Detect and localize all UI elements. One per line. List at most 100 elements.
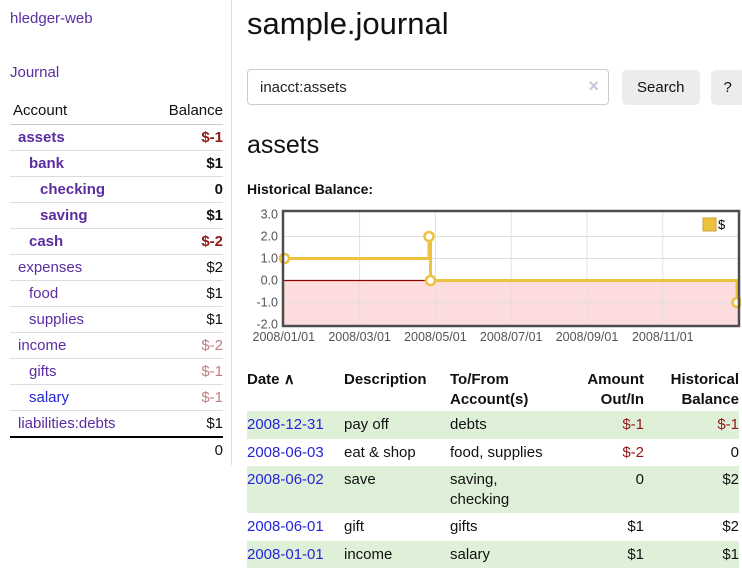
balance-header-line1: Historical (670, 371, 739, 388)
page-title: sample.journal (247, 6, 449, 41)
app-title-link[interactable]: hledger-web (10, 10, 93, 27)
x-tick: 2008/07/01 (480, 330, 543, 344)
register-header-description: Description (344, 371, 427, 388)
sidebar-account-link[interactable]: assets (18, 129, 65, 146)
register-header-balance: Historical Balance (644, 368, 739, 411)
register-row: 2008-06-02 save saving, checking 0 $2 (247, 466, 739, 513)
search-box: × (247, 69, 609, 105)
sidebar-account-link[interactable]: salary (29, 389, 70, 406)
account-row: liabilities:debts $1 (10, 410, 223, 437)
x-tick: 2008/09/01 (556, 330, 619, 344)
transaction-description: income (344, 545, 393, 563)
chart-point (278, 252, 291, 265)
account-balance: $-1 (201, 129, 223, 146)
transaction-amount: $-1 (622, 416, 644, 433)
main-content: sample.journal × Search ? assets Histori… (232, 0, 742, 568)
accounts-header-balance: Balance (150, 98, 223, 125)
sidebar-account-link[interactable]: checking (40, 181, 106, 198)
account-balance: $1 (150, 202, 223, 229)
account-row: salary $-1 (10, 384, 223, 411)
account-balance: $1 (150, 280, 223, 307)
account-row: income $-2 (10, 332, 223, 359)
register-header-accounts: To/From Account(s) (450, 368, 554, 411)
account-row: assets $-1 (10, 125, 223, 151)
clear-search-icon[interactable]: × (588, 76, 599, 96)
transaction-balance: $2 (722, 518, 739, 535)
transaction-accounts: debts (450, 416, 487, 433)
chart-title: Historical Balance: (247, 181, 374, 197)
account-row: checking 0 (10, 176, 223, 203)
transaction-description: save (344, 471, 376, 488)
transaction-amount: $-2 (622, 443, 644, 461)
y-tick: 0.0 (261, 274, 278, 288)
register-header-date[interactable]: Date ∧ (247, 368, 344, 411)
sidebar-account-link[interactable]: supplies (29, 311, 85, 328)
date-header-label: Date (247, 371, 280, 388)
help-button[interactable]: ? (710, 69, 742, 105)
amount-header-line2: Out/In (600, 390, 644, 408)
amount-header-line1: Amount (587, 371, 644, 388)
transaction-accounts: salary (450, 545, 491, 563)
account-balance: $1 (150, 410, 223, 437)
register-row: 2008-06-01 gift gifts $1 $2 (247, 513, 739, 541)
transaction-date-link[interactable]: 2008-06-02 (247, 471, 324, 488)
transaction-date-link[interactable]: 2008-01-01 (247, 545, 324, 563)
search-button[interactable]: Search (622, 69, 700, 105)
accounts-table: Account Balance assets $-1 bank $1 check… (10, 98, 223, 463)
transaction-accounts: saving, checking (450, 471, 510, 508)
accounts-header-line2: Account(s) (450, 390, 529, 408)
account-row: food $1 (10, 280, 223, 307)
y-tick: 2.0 (261, 230, 278, 244)
register-row: 2008-06-03 eat & shop food, supplies $-2… (247, 439, 739, 467)
chart-point (424, 274, 437, 287)
transaction-balance: 0 (730, 443, 739, 461)
accounts-header-account: Account (10, 98, 151, 125)
account-row: expenses $2 (10, 254, 223, 281)
account-balance: $-1 (150, 358, 223, 385)
legend-label: $ (718, 217, 726, 232)
transaction-description: eat & shop (344, 443, 416, 461)
sidebar-item-journal[interactable]: Journal (10, 64, 60, 81)
sort-ascending-icon: ∧ (283, 371, 295, 388)
transaction-date-link[interactable]: 2008-12-31 (247, 416, 324, 433)
account-row: saving $1 (10, 202, 223, 229)
chart-plot-border (281, 209, 741, 328)
register-header-row: Date ∧ Description To/From Account(s) Am… (247, 368, 739, 411)
sidebar-account-link[interactable]: saving (40, 207, 88, 224)
chart-point (423, 230, 435, 243)
x-tick: 2008/05/01 (404, 330, 467, 344)
account-row: cash $-2 (10, 228, 223, 255)
account-row: supplies $1 (10, 306, 223, 333)
sidebar-nav: Journal (10, 64, 223, 82)
search-input[interactable] (247, 69, 609, 105)
sidebar-account-link[interactable]: expenses (18, 259, 83, 276)
register-header-amount: Amount Out/In (554, 368, 644, 411)
account-row: bank $1 (10, 150, 223, 177)
sidebar-account-link[interactable]: cash (29, 233, 64, 250)
sidebar-account-link[interactable]: food (29, 285, 59, 302)
accounts-header-line1: To/From (450, 371, 509, 388)
transaction-date-link[interactable]: 2008-06-03 (247, 443, 324, 461)
account-balance: $-2 (150, 228, 223, 255)
accounts-total-row: 0 (10, 436, 223, 463)
account-balance: $1 (150, 306, 223, 333)
account-balance: 0 (150, 176, 223, 203)
register-row: 2008-01-01 income salary $1 $1 (247, 540, 739, 568)
accounts-header-row: Account Balance (10, 98, 223, 125)
sidebar-account-link[interactable]: bank (29, 155, 65, 172)
x-tick: 2008/03/01 (328, 330, 391, 344)
sidebar-account-link[interactable]: liabilities:debts (18, 415, 116, 432)
transaction-balance: $2 (722, 471, 739, 488)
transaction-accounts: food, supplies (450, 443, 543, 461)
y-tick: 3.0 (261, 208, 278, 222)
sidebar-account-link[interactable]: income (18, 337, 67, 354)
chart-svg: $ 3.0 2.0 1.0 0.0 -1.0 -2.0 2008/01/01 2… (253, 208, 742, 344)
transaction-description: pay off (344, 416, 389, 433)
historical-balance-chart: $ 3.0 2.0 1.0 0.0 -1.0 -2.0 2008/01/01 2… (247, 205, 742, 352)
account-title: assets (247, 131, 320, 159)
y-tick: -1.0 (256, 296, 278, 310)
x-tick: 2008/11/01 (632, 330, 694, 344)
sidebar-account-link[interactable]: gifts (29, 363, 57, 380)
transaction-date-link[interactable]: 2008-06-01 (247, 518, 324, 535)
transaction-amount: 0 (635, 471, 644, 488)
